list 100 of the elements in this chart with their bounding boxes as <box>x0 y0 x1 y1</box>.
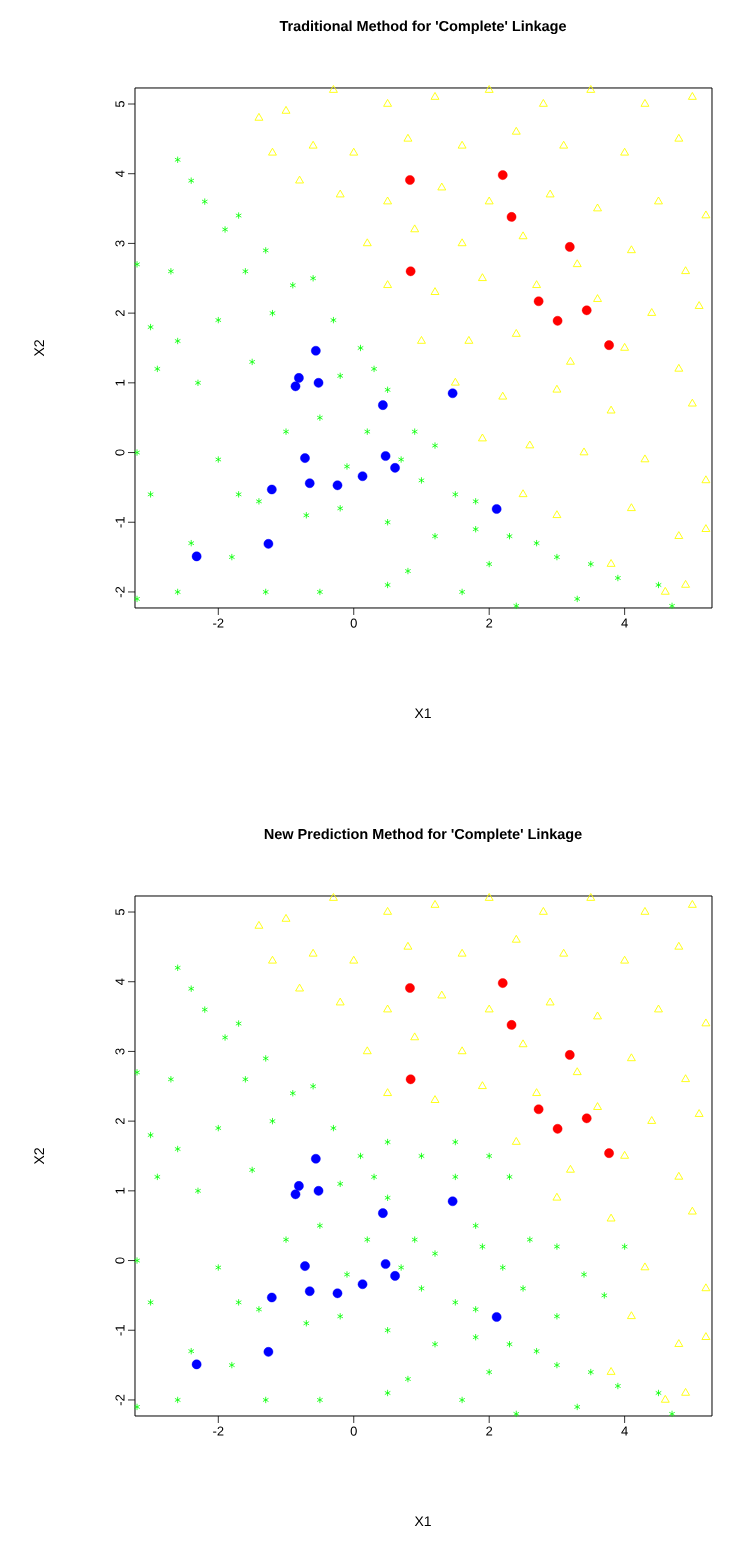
y-tick-label: 0 <box>115 1257 125 1264</box>
point <box>457 1046 467 1055</box>
point <box>674 941 684 950</box>
point <box>660 1394 670 1403</box>
point <box>593 1011 602 1020</box>
point <box>566 1164 575 1173</box>
point <box>405 1074 416 1085</box>
point <box>191 551 202 562</box>
point <box>311 1153 321 1164</box>
point <box>313 378 324 388</box>
x-axis-title: X1 <box>414 1516 431 1526</box>
point <box>405 983 415 993</box>
y-tick-label: -1 <box>115 517 125 528</box>
point <box>268 955 277 964</box>
point <box>335 997 345 1006</box>
point <box>626 1053 636 1062</box>
point <box>313 1186 324 1196</box>
x-tick-label: 0 <box>350 618 357 628</box>
point <box>586 893 596 901</box>
point <box>532 1088 542 1096</box>
y-axis-title: X2 <box>34 340 44 357</box>
point <box>267 1292 277 1303</box>
y-tick-label: -2 <box>115 586 125 598</box>
x-tick-label: 0 <box>350 1426 357 1436</box>
point <box>511 934 521 943</box>
point <box>565 1050 575 1060</box>
point <box>191 1359 202 1370</box>
point <box>491 504 502 514</box>
point <box>300 453 310 463</box>
point <box>478 1081 487 1090</box>
point <box>290 1189 301 1200</box>
point <box>378 1208 388 1218</box>
point <box>681 1387 690 1396</box>
x-tick-label: -2 <box>213 618 224 628</box>
x-tick-label: -2 <box>213 1426 224 1436</box>
point <box>254 920 264 929</box>
point <box>604 340 614 350</box>
point <box>511 1137 521 1145</box>
point <box>430 900 440 908</box>
point <box>694 1109 704 1117</box>
point <box>349 955 359 964</box>
point <box>484 893 494 901</box>
chart-title: New Prediction Method for 'Complete' Linkage <box>264 828 582 843</box>
y-tick-label: 4 <box>115 170 125 178</box>
point <box>294 1181 304 1191</box>
point <box>640 1262 650 1271</box>
point <box>606 1213 616 1222</box>
point <box>701 1018 711 1027</box>
y-tick-label: 1 <box>115 379 125 386</box>
point <box>552 1124 563 1134</box>
point <box>626 1311 636 1320</box>
y-tick-label: 5 <box>115 100 125 108</box>
x-tick-label: 4 <box>621 1426 628 1436</box>
point <box>674 1339 684 1347</box>
point <box>308 948 318 957</box>
point <box>383 1004 393 1013</box>
point <box>545 997 555 1006</box>
point <box>263 539 274 549</box>
point <box>295 983 304 992</box>
point <box>267 484 277 495</box>
point <box>290 381 301 392</box>
point <box>647 1116 657 1124</box>
point <box>674 1171 684 1180</box>
point <box>497 978 508 988</box>
point <box>430 1095 440 1103</box>
point <box>281 913 291 922</box>
x-tick-label: 2 <box>486 618 493 628</box>
point <box>380 1259 391 1269</box>
point <box>593 1102 602 1110</box>
point <box>380 451 391 461</box>
point <box>572 1067 582 1076</box>
y-tick-label: 1 <box>115 1187 125 1194</box>
y-tick-label: 2 <box>115 1118 125 1125</box>
y-tick-label: 2 <box>115 310 125 317</box>
y-axis-title: X2 <box>34 1148 44 1165</box>
point <box>329 893 338 901</box>
point <box>604 1148 614 1158</box>
point <box>640 906 650 915</box>
point <box>581 305 592 316</box>
point <box>332 1288 343 1299</box>
point <box>437 990 447 999</box>
point <box>390 1271 400 1281</box>
point <box>447 1196 458 1207</box>
point <box>357 471 368 482</box>
point <box>533 1104 544 1115</box>
y-tick-label: 3 <box>115 1048 125 1055</box>
point <box>687 1206 697 1215</box>
point <box>410 1032 420 1041</box>
point <box>332 480 343 491</box>
point <box>311 345 321 356</box>
point <box>620 1150 630 1159</box>
point <box>484 1004 494 1013</box>
point <box>620 955 630 964</box>
point <box>606 1367 616 1375</box>
chart-title: Traditional Method for 'Complete' Linkage <box>279 20 567 35</box>
point <box>687 900 697 908</box>
point <box>403 941 413 950</box>
y-tick-label: 5 <box>115 908 125 916</box>
point <box>533 296 544 307</box>
y-tick-label: 4 <box>115 978 125 986</box>
